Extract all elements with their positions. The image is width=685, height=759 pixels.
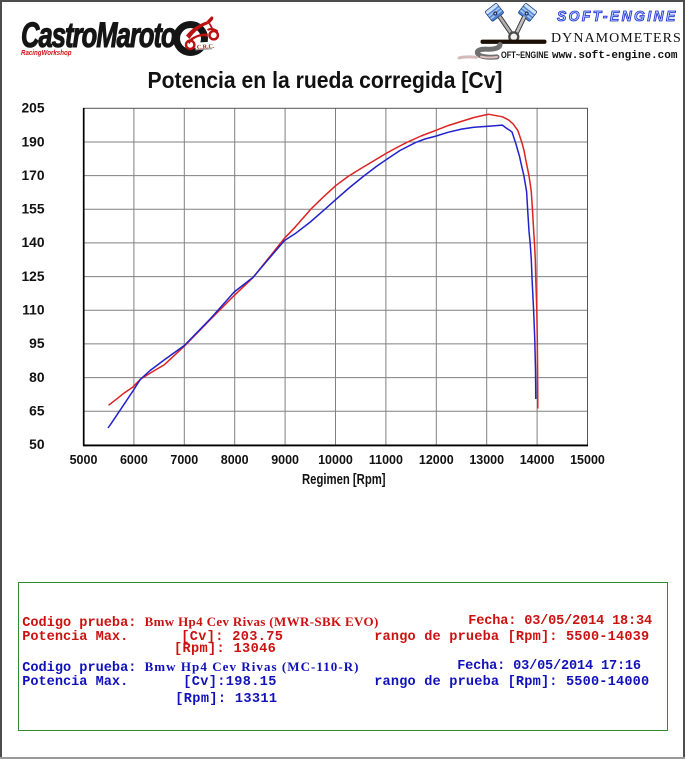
svg-text:C.R.C.: C.R.C. — [197, 44, 215, 51]
svg-text:10000: 10000 — [318, 453, 353, 467]
svg-text:80: 80 — [29, 370, 45, 385]
svg-text:205: 205 — [21, 101, 44, 116]
svg-text:190: 190 — [21, 134, 44, 149]
svg-text:170: 170 — [21, 168, 44, 183]
svg-text:140: 140 — [21, 235, 44, 250]
svg-text:7000: 7000 — [170, 453, 198, 467]
svg-text:125: 125 — [21, 269, 44, 284]
svg-text:15000: 15000 — [570, 453, 605, 467]
svg-text:9000: 9000 — [271, 453, 299, 467]
svg-text:8000: 8000 — [221, 453, 249, 467]
svg-text:12000: 12000 — [419, 453, 454, 467]
svg-text:11000: 11000 — [369, 453, 403, 467]
svg-text:110: 110 — [22, 303, 45, 318]
svg-text:50: 50 — [29, 437, 45, 452]
svg-text:5000: 5000 — [70, 453, 98, 467]
svg-text:95: 95 — [29, 336, 45, 351]
svg-text:14000: 14000 — [520, 453, 555, 467]
svg-text:65: 65 — [29, 404, 45, 419]
svg-text:6000: 6000 — [120, 453, 148, 467]
svg-text:155: 155 — [21, 202, 44, 217]
svg-text:13000: 13000 — [469, 453, 504, 467]
